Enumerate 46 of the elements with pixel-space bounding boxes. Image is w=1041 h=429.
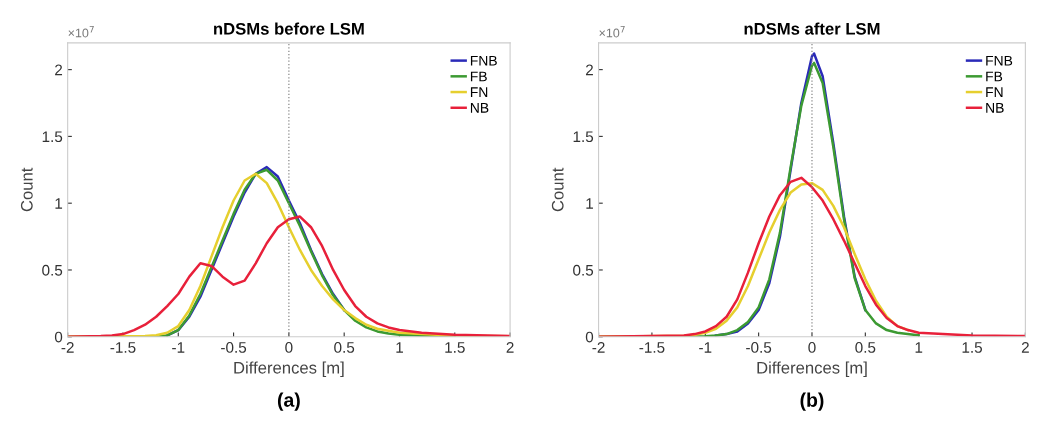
legend-label: FNB xyxy=(986,55,1013,66)
y-tick-label: 1.5 xyxy=(42,131,63,143)
y-tick-label: 2 xyxy=(55,64,63,76)
x-tick-label: 0.5 xyxy=(334,342,355,353)
chart-title: nDSMs before LSM xyxy=(214,22,364,35)
x-tick-label: 2 xyxy=(1021,342,1029,353)
legend-label: FNB xyxy=(470,55,497,66)
chart-title: nDSMs after LSM xyxy=(744,22,880,35)
y-tick-label: 0.5 xyxy=(42,264,63,276)
text: ×10$^{7}$ xyxy=(599,26,625,38)
x-tick-label: -0.5 xyxy=(746,342,772,353)
x-tick-label: 1.5 xyxy=(445,342,465,353)
x-tick-label: 0.5 xyxy=(855,342,876,353)
x-tick-label: -1.5 xyxy=(639,342,665,353)
legend-label: FB xyxy=(986,71,1003,82)
x-tick-label: -2 xyxy=(61,342,74,353)
x-axis-title: Differences [m] xyxy=(757,361,867,377)
y-tick-label: 0.5 xyxy=(573,264,594,276)
x-tick-label: -2 xyxy=(592,342,605,353)
y-tick-label: 1.5 xyxy=(573,131,594,143)
x-tick-label: -1 xyxy=(699,342,712,353)
y-axis-title: Count xyxy=(20,167,33,212)
legend-label: NB xyxy=(986,103,1004,113)
x-tick-label: -1 xyxy=(172,342,185,353)
x-tick-label: 1.5 xyxy=(962,342,983,353)
x-tick-label: 1 xyxy=(396,342,403,353)
x-axis-title: Differences [m] xyxy=(234,361,344,377)
legend-label: FN xyxy=(470,87,488,97)
x-tick-label: 0 xyxy=(808,342,816,353)
y-axis-title: Count xyxy=(551,167,564,212)
y-tick-label: 0 xyxy=(54,331,63,343)
x-tick-label: 2 xyxy=(506,342,514,353)
y-tick-label: 2 xyxy=(585,64,593,76)
text: (a) xyxy=(277,392,300,411)
x-tick-label: -0.5 xyxy=(221,342,247,353)
y-tick-label: 0 xyxy=(585,331,594,343)
x-tick-label: 0 xyxy=(285,342,293,353)
y-tick-label: 1 xyxy=(586,198,593,209)
legend-label: NB xyxy=(470,103,489,113)
legend-label: FB xyxy=(470,71,487,82)
text: (b) xyxy=(800,392,824,411)
x-tick-label: -1.5 xyxy=(110,342,136,353)
legend-label: FN xyxy=(986,87,1003,97)
y-tick-label: 1 xyxy=(55,198,63,209)
x-tick-label: 1 xyxy=(915,342,923,353)
text: ×10$^{7}$ xyxy=(68,26,94,38)
